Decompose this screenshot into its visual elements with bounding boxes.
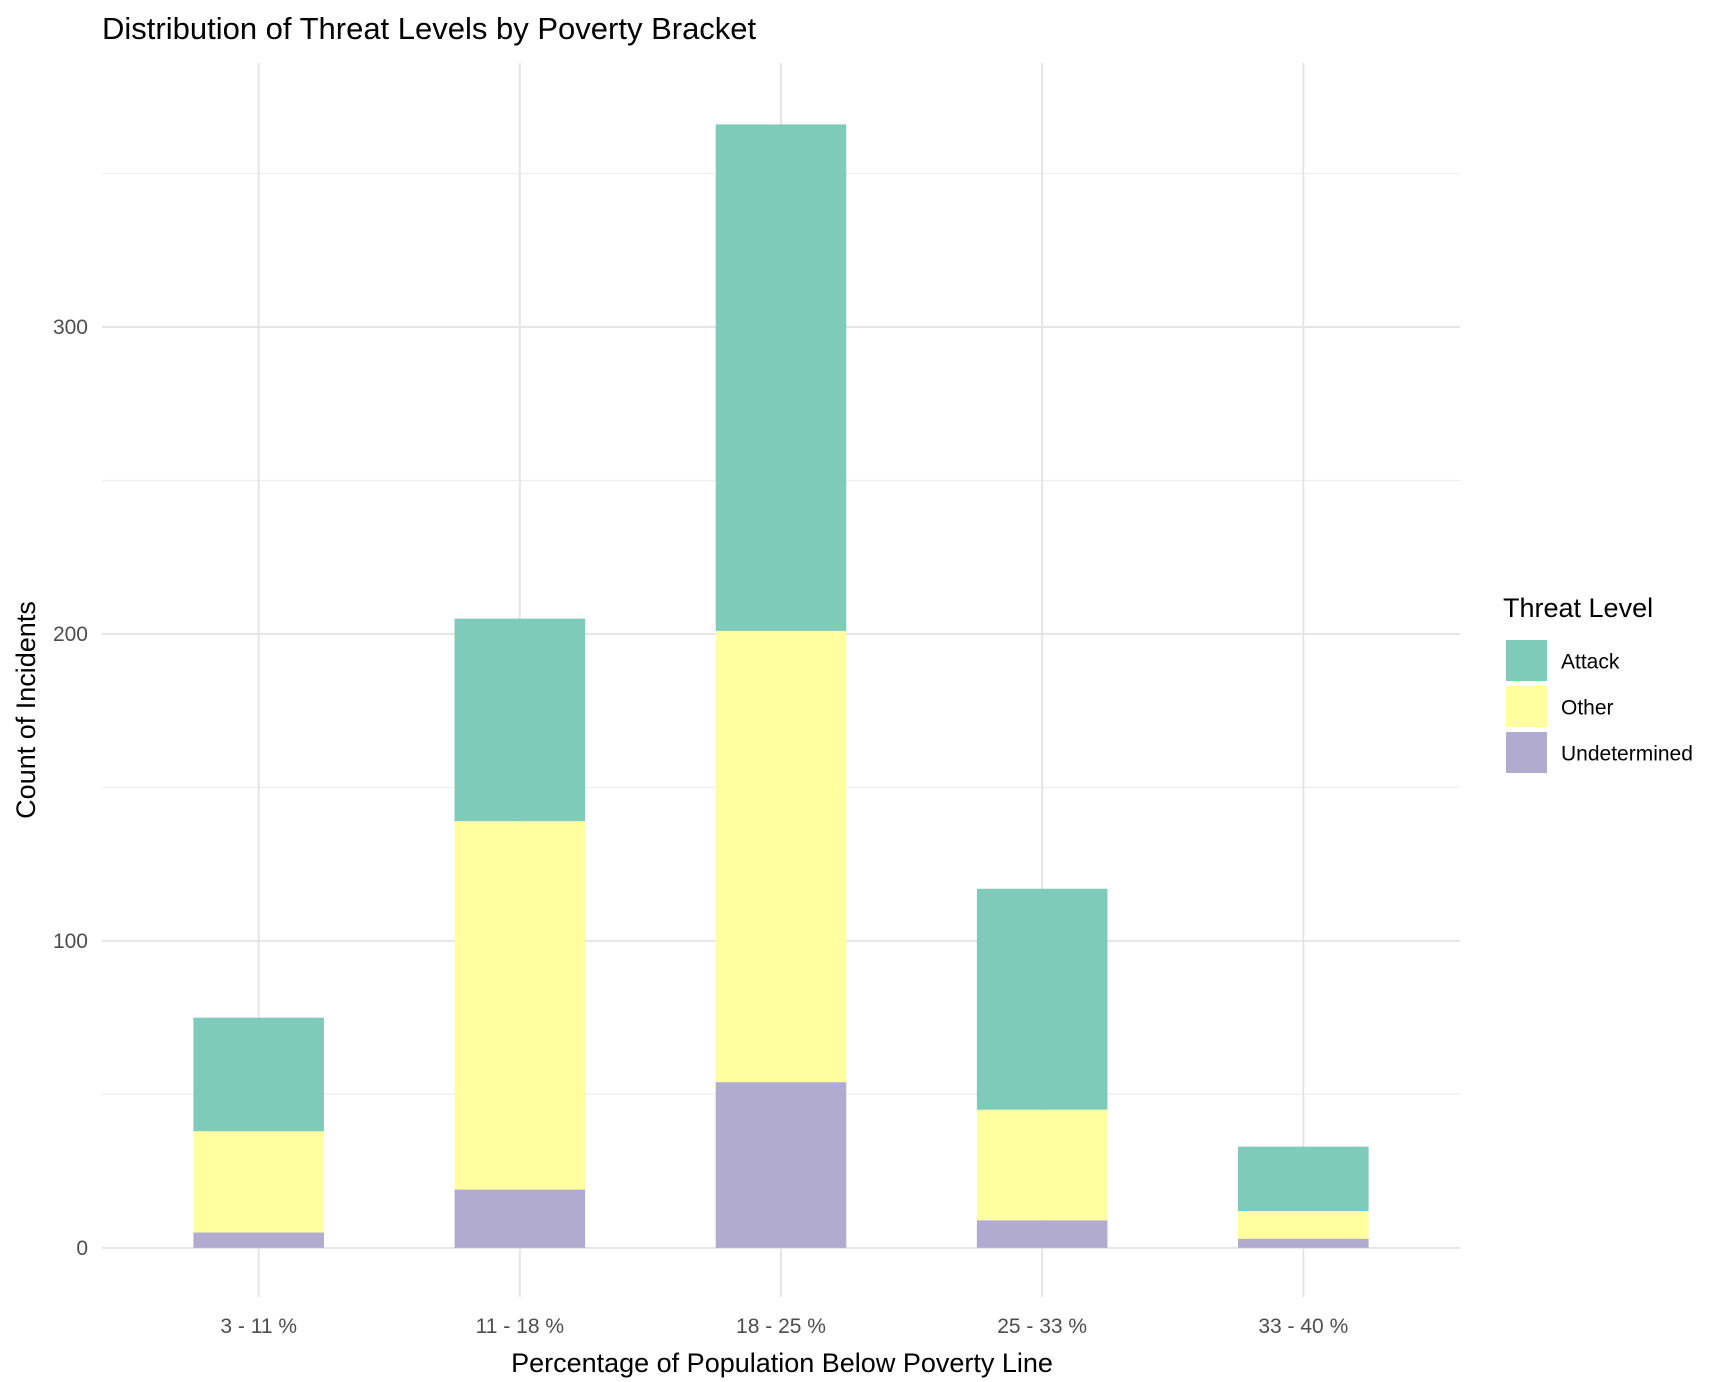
x-axis-title: Percentage of Population Below Poverty L… (511, 1348, 1053, 1378)
y-tick-label: 0 (76, 1237, 88, 1260)
x-axis-ticks: 3 - 11 % 11 - 18 % 18 - 25 % 25 - 33 % 33 - … (220, 1315, 1348, 1338)
legend-key-other (1506, 686, 1547, 727)
x-tick-label: 25 - 33 % (997, 1315, 1087, 1338)
bar-segment-undetermined (193, 1232, 324, 1248)
bar-segment-undetermined (976, 1220, 1108, 1248)
bar-segment-attack (976, 888, 1108, 1110)
legend-key-attack (1506, 640, 1547, 681)
bar-segment-attack (715, 124, 847, 631)
bar-segment-other (976, 1109, 1108, 1221)
bar-segment-other (715, 630, 847, 1083)
legend-title: Threat Level (1503, 593, 1653, 623)
bar-segment-attack (454, 618, 586, 822)
legend-key-undetermined (1506, 732, 1547, 773)
x-tick-label: 33 - 40 % (1258, 1315, 1348, 1338)
bar-segment-other (454, 821, 586, 1190)
y-tick-label: 200 (53, 623, 88, 646)
bar-segment-undetermined (715, 1082, 847, 1248)
legend: Threat Level Attack Other Undetermined (1503, 593, 1693, 773)
bar-segment-attack (1238, 1146, 1369, 1212)
bar-segment-attack (193, 1017, 324, 1132)
bar-segment-undetermined (1238, 1238, 1369, 1248)
y-tick-label: 100 (53, 930, 88, 953)
chart-title: Distribution of Threat Levels by Poverty… (102, 11, 757, 46)
legend-label-other: Other (1561, 697, 1614, 720)
legend-label-undetermined: Undetermined (1561, 743, 1693, 766)
y-tick-label: 300 (53, 316, 88, 339)
bar-segment-other (1238, 1211, 1369, 1239)
x-tick-label: 18 - 25 % (736, 1315, 826, 1338)
bar-segment-other (193, 1131, 324, 1233)
y-axis-title: Count of Incidents (11, 601, 41, 819)
legend-label-attack: Attack (1561, 651, 1620, 674)
bar-segment-undetermined (454, 1189, 586, 1248)
bars (193, 124, 1369, 1248)
x-tick-label: 11 - 18 % (476, 1315, 564, 1338)
x-tick-label: 3 - 11 % (220, 1315, 297, 1338)
y-axis-ticks: 0 100 200 300 (53, 316, 88, 1260)
